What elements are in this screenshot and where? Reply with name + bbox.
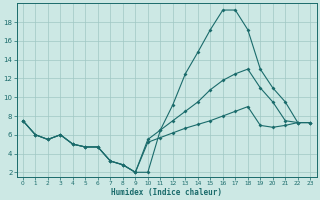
X-axis label: Humidex (Indice chaleur): Humidex (Indice chaleur) xyxy=(111,188,222,197)
